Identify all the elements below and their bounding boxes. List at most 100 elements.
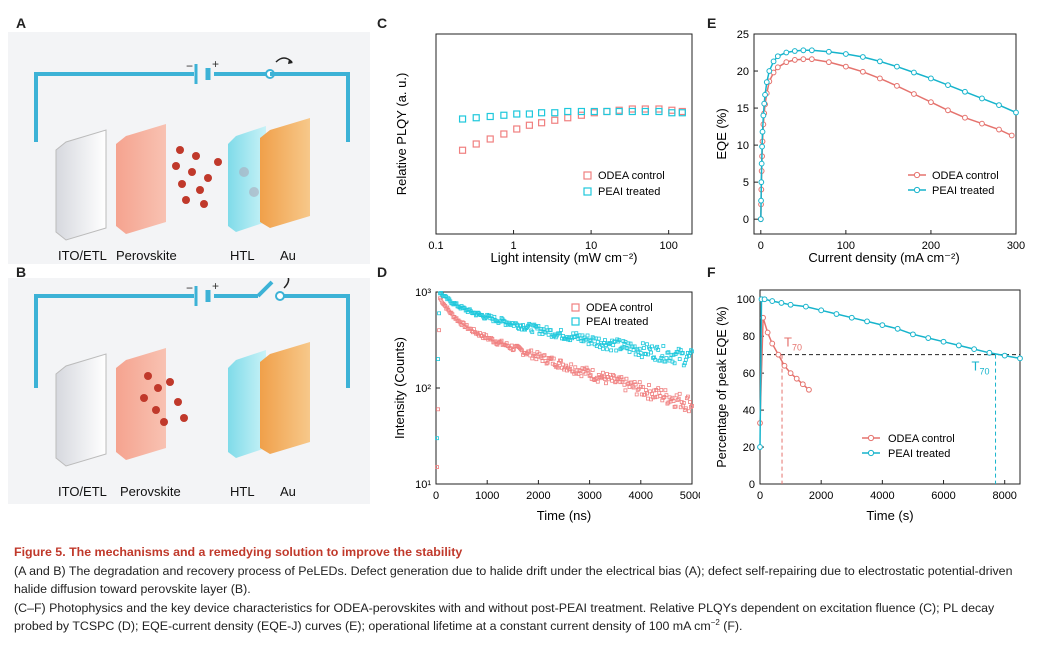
schematic-a: − + ITO/ETL Perovskite HTL Au xyxy=(8,32,370,264)
data-point xyxy=(910,331,916,338)
data-point xyxy=(461,305,466,310)
data-point xyxy=(513,125,521,133)
data-point xyxy=(680,351,685,355)
panel-letter-f: F xyxy=(707,264,716,280)
layer-label-perovskite: Perovskite xyxy=(120,484,181,499)
x-axis-label: Time (s) xyxy=(866,508,913,523)
data-point xyxy=(859,68,866,75)
data-point xyxy=(683,406,688,411)
data-point xyxy=(808,47,815,54)
data-point xyxy=(482,316,487,321)
data-point xyxy=(564,114,572,122)
data-point xyxy=(674,393,679,398)
data-point xyxy=(527,321,532,326)
layer-htl xyxy=(228,126,266,232)
data-point xyxy=(848,314,855,321)
data-point xyxy=(595,379,600,384)
x-tick-label: 8000 xyxy=(992,490,1016,502)
data-point xyxy=(653,357,658,362)
data-point xyxy=(544,325,549,330)
data-point xyxy=(630,344,635,349)
data-point xyxy=(678,109,686,117)
data-point xyxy=(650,344,654,349)
data-point xyxy=(474,313,478,318)
data-point xyxy=(679,351,684,356)
data-point xyxy=(587,373,592,378)
data-point xyxy=(500,111,508,119)
data-point xyxy=(783,59,790,66)
data-point xyxy=(470,311,475,316)
data-point xyxy=(571,369,576,374)
layer-label-au: Au xyxy=(280,248,296,263)
legend: ODEA control PEAI treated xyxy=(583,170,665,198)
data-point xyxy=(666,350,671,355)
layer-au xyxy=(260,118,310,228)
data-point xyxy=(488,316,493,321)
data-point xyxy=(759,128,766,135)
data-point xyxy=(458,146,467,154)
data-point xyxy=(928,75,934,82)
data-point xyxy=(486,112,494,121)
data-point xyxy=(548,328,553,332)
data-point xyxy=(663,359,668,364)
data-point xyxy=(762,91,768,98)
data-point xyxy=(441,301,446,306)
svg-text:ODEA control: ODEA control xyxy=(598,170,665,182)
data-point xyxy=(541,327,546,332)
data-point xyxy=(516,344,520,349)
t70-label: T70 xyxy=(784,334,802,352)
data-point xyxy=(760,112,767,119)
data-point xyxy=(507,346,512,350)
data-point xyxy=(521,323,525,327)
x-tick-label: 1000 xyxy=(475,490,499,502)
x-tick-label: 5000 xyxy=(680,490,700,502)
data-point xyxy=(549,355,554,360)
layer-label-au: Au xyxy=(280,484,296,499)
layer-perovskite xyxy=(116,348,166,460)
data-point xyxy=(583,371,588,376)
data-point xyxy=(476,310,480,315)
data-point xyxy=(622,382,627,387)
data-point xyxy=(945,107,951,114)
data-point xyxy=(478,331,482,335)
layer-perovskite xyxy=(116,124,166,234)
chart-f-lifetime: Percentage of peak EQE (%) Time (s) 0 200… xyxy=(715,289,1023,523)
circuit-wire xyxy=(34,294,350,388)
data-point xyxy=(590,368,595,372)
data-point xyxy=(540,359,545,363)
data-point xyxy=(524,352,529,357)
data-point xyxy=(580,366,585,371)
data-point xyxy=(526,323,531,328)
data-point xyxy=(962,88,968,95)
data-point xyxy=(833,311,840,317)
data-point xyxy=(664,393,669,398)
data-point xyxy=(579,374,584,379)
chart-c-plqy: Relative PLQY (a. u.) Light intensity (m… xyxy=(394,33,693,265)
plot-frame xyxy=(435,33,693,235)
data-point xyxy=(536,324,541,328)
data-point xyxy=(774,64,781,71)
x-tick-label: 300 xyxy=(1007,240,1025,252)
data-point xyxy=(499,338,504,343)
layer-label-htl: HTL xyxy=(230,484,255,499)
data-point xyxy=(825,48,832,55)
data-point xyxy=(443,294,448,298)
data-point xyxy=(543,330,548,335)
data-point xyxy=(657,390,662,395)
data-point xyxy=(591,336,596,341)
data-point xyxy=(455,319,460,323)
y-axis-label: Relative PLQY (a. u.) xyxy=(394,73,409,196)
data-point xyxy=(879,322,886,329)
data-point xyxy=(668,109,676,117)
data-point xyxy=(617,338,622,343)
svg-text:ODEA control: ODEA control xyxy=(888,433,955,445)
data-point xyxy=(492,314,497,319)
data-point xyxy=(894,82,900,89)
circuit-wire xyxy=(34,72,350,142)
y-tick-label: 100 xyxy=(737,294,755,306)
data-point xyxy=(626,341,631,346)
data-point xyxy=(758,160,765,167)
data-point xyxy=(603,377,607,381)
data-point xyxy=(677,391,682,396)
data-point xyxy=(529,348,534,353)
